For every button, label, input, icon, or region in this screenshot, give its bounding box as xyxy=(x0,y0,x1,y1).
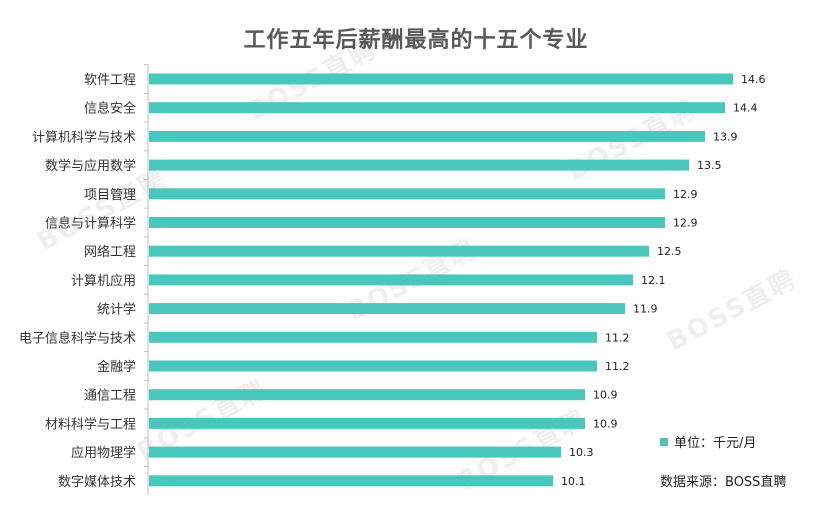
bar xyxy=(149,245,649,257)
bar xyxy=(149,417,585,429)
category-label: 软件工程 xyxy=(84,73,136,88)
category-label: 网络工程 xyxy=(84,244,136,260)
category-label: 通信工程 xyxy=(84,389,136,404)
legend-swatch xyxy=(660,437,668,446)
bar xyxy=(149,446,561,458)
bar xyxy=(149,73,733,85)
data-label: 14.6 xyxy=(741,73,766,86)
data-label: 11.2 xyxy=(605,360,630,373)
data-label: 10.9 xyxy=(593,417,618,430)
category-label: 信息与计算科学 xyxy=(45,216,136,232)
bar xyxy=(149,130,705,142)
data-label: 10.1 xyxy=(561,475,586,488)
category-label: 数字媒体技术 xyxy=(58,475,136,490)
data-label: 12.9 xyxy=(673,188,698,201)
bar xyxy=(149,331,597,343)
bar xyxy=(149,217,665,228)
legend: 单位：千元/月 xyxy=(660,432,756,451)
data-label: 10.9 xyxy=(593,389,618,402)
bar xyxy=(149,303,625,315)
data-label: 12.9 xyxy=(673,217,698,230)
bar xyxy=(149,475,553,487)
data-label: 13.9 xyxy=(713,130,738,143)
category-label: 应用物理学 xyxy=(71,445,136,461)
source-note: 数据来源：BOSS直聘 xyxy=(660,475,787,490)
data-label: 14.4 xyxy=(733,102,758,115)
bar xyxy=(149,274,633,286)
data-label: 13.5 xyxy=(697,159,722,172)
category-label: 计算机应用 xyxy=(71,273,136,289)
category-label: 计算机科学与技术 xyxy=(32,129,136,145)
data-label: 11.9 xyxy=(633,303,658,316)
category-label: 统计学 xyxy=(97,302,136,318)
chart-title: 工作五年后薪酬最高的十五个专业 xyxy=(243,28,589,53)
bar xyxy=(149,188,665,200)
data-label: 10.3 xyxy=(569,446,594,459)
legend-label: 单位：千元/月 xyxy=(674,436,757,451)
bar xyxy=(149,360,597,372)
data-label: 12.1 xyxy=(641,274,666,287)
bar xyxy=(149,159,689,171)
category-label: 信息安全 xyxy=(84,101,136,117)
category-label: 项目管理 xyxy=(84,188,136,203)
category-label: 材料科学与工程 xyxy=(45,416,136,432)
category-label: 电子信息科学与技术 xyxy=(19,330,136,346)
category-label: 金融学 xyxy=(97,359,136,375)
data-label: 11.2 xyxy=(605,331,630,344)
bar xyxy=(149,389,585,401)
bar xyxy=(149,102,725,114)
category-label: 数学与应用数学 xyxy=(45,158,136,174)
data-label: 12.5 xyxy=(657,245,682,258)
